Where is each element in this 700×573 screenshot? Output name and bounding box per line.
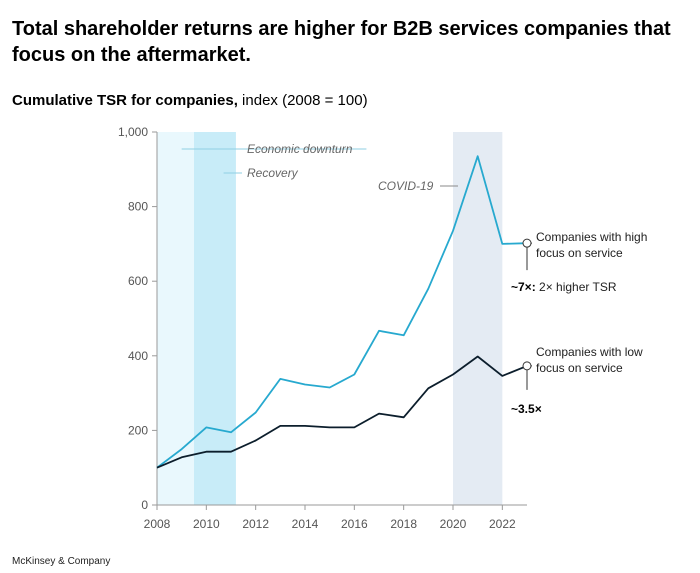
covid-annotation: COVID-19 xyxy=(378,179,434,193)
series-end-marker-1 xyxy=(522,361,532,371)
x-tick-label: 2020 xyxy=(440,517,467,531)
x-tick-label: 2008 xyxy=(144,517,171,531)
shaded-period-2 xyxy=(453,132,503,505)
x-tick-label: 2012 xyxy=(242,517,269,531)
high-series-label-line1: Companies with high xyxy=(536,230,647,244)
x-tick-label: 2014 xyxy=(292,517,319,531)
series-line-1 xyxy=(156,355,528,469)
chart-subtitle: Cumulative TSR for companies, index (200… xyxy=(12,92,368,109)
y-tick-label: 200 xyxy=(128,423,148,437)
high-series-label-line2: focus on service xyxy=(536,246,623,260)
shaded-period-0 xyxy=(157,132,194,505)
x-tick-label: 2016 xyxy=(341,517,368,531)
recovery-annotation: Recovery xyxy=(247,166,299,180)
low-annotation: ~3.5× xyxy=(511,402,542,416)
y-tick-label: 800 xyxy=(128,200,148,214)
x-tick-label: 2018 xyxy=(390,517,417,531)
high-annotation: ~7×: 2× higher TSR xyxy=(511,280,617,294)
low-series-label-line2: focus on service xyxy=(536,361,623,375)
chart-title: Total shareholder returns are higher for… xyxy=(12,18,671,66)
subtitle-bold: Cumulative TSR for companies, xyxy=(12,92,238,109)
low-series-label-line1: Companies with low xyxy=(536,345,643,359)
y-tick-label: 1,000 xyxy=(118,125,148,139)
x-tick-label: 2010 xyxy=(193,517,220,531)
subtitle-rest: index (2008 = 100) xyxy=(237,92,368,109)
downturn-annotation: Economic downturn xyxy=(247,142,353,156)
source-footer: McKinsey & Company xyxy=(12,556,111,567)
x-tick-label: 2022 xyxy=(489,517,516,531)
series-line-0 xyxy=(156,155,528,469)
y-tick-label: 400 xyxy=(128,349,148,363)
series-end-marker-0 xyxy=(522,238,532,248)
y-tick-label: 600 xyxy=(128,274,148,288)
y-tick-label: 0 xyxy=(141,498,148,512)
shaded-period-1 xyxy=(194,132,236,505)
